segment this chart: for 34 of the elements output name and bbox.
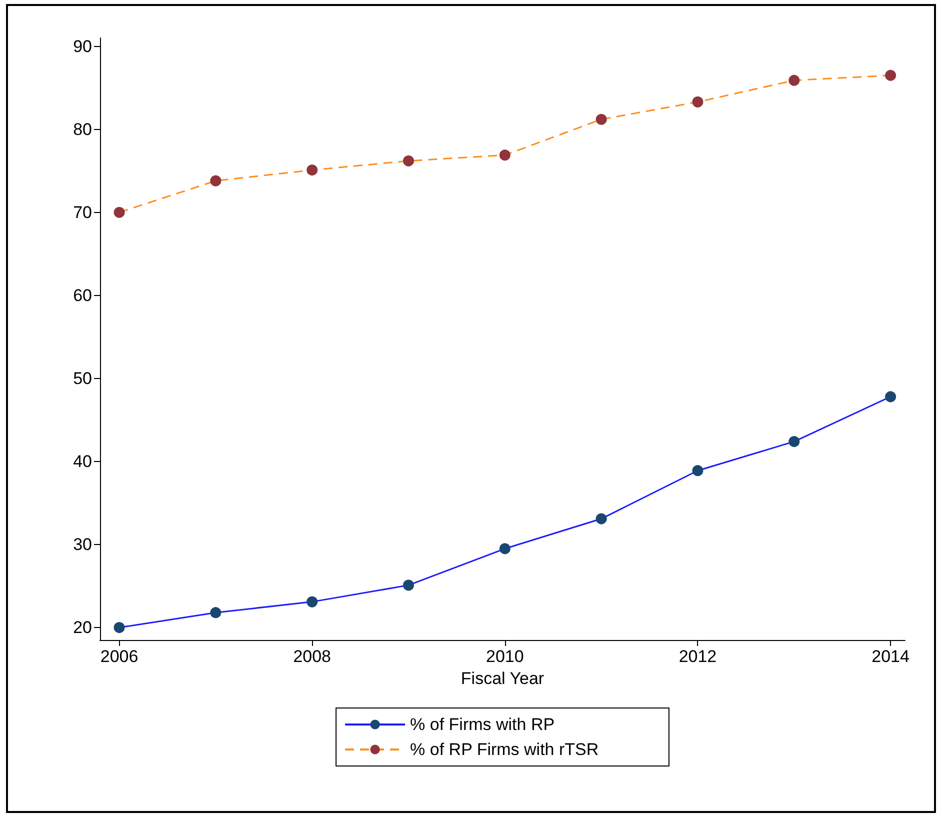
point	[596, 513, 607, 524]
x-tick-label: 2008	[293, 647, 332, 666]
point	[403, 580, 414, 591]
point	[403, 155, 414, 166]
y-tick-label: 70	[73, 202, 92, 222]
point	[692, 465, 704, 476]
point	[788, 436, 800, 448]
x-tick-label: 2012	[678, 647, 717, 666]
point	[692, 96, 704, 108]
x-tick-label: 2014	[872, 647, 910, 666]
point	[885, 70, 896, 81]
y-tick-label: 50	[73, 368, 92, 388]
y-tick-label: 60	[73, 286, 92, 305]
x-tick-label: 2010	[486, 647, 524, 666]
y-tick-label: 90	[73, 36, 92, 56]
x-tick-label: 2006	[100, 647, 138, 666]
point	[306, 596, 318, 608]
point	[306, 164, 318, 176]
point	[596, 114, 607, 125]
point	[499, 150, 510, 161]
y-tick-label: 20	[73, 618, 92, 638]
point	[788, 74, 800, 86]
point	[210, 175, 222, 186]
point	[885, 391, 896, 402]
legend-label: % of Firms with RP	[410, 715, 555, 734]
point	[114, 622, 125, 634]
y-tick-label: 40	[73, 452, 92, 471]
point	[114, 206, 125, 218]
point	[210, 607, 222, 618]
y-tick-label: 80	[73, 120, 92, 139]
point	[499, 543, 510, 554]
legend-label: % of RP Firms with rTSR	[410, 740, 599, 759]
y-tick-label: 30	[73, 535, 92, 554]
x-axis-title: Fiscal Year	[460, 668, 544, 688]
